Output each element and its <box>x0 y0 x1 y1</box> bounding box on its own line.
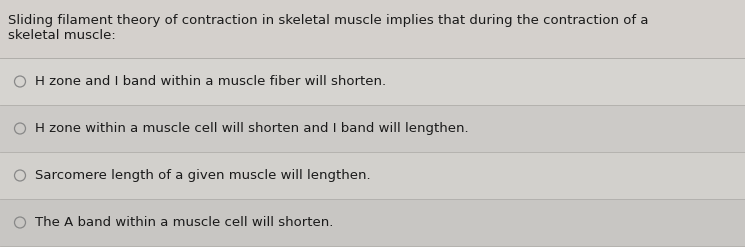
Text: Sarcomere length of a given muscle will lengthen.: Sarcomere length of a given muscle will … <box>35 169 370 182</box>
Bar <box>0 58 745 105</box>
Text: H zone within a muscle cell will shorten and I band will lengthen.: H zone within a muscle cell will shorten… <box>35 122 469 135</box>
Bar <box>0 0 745 58</box>
Bar <box>0 152 745 199</box>
Text: Sliding filament theory of contraction in skeletal muscle implies that during th: Sliding filament theory of contraction i… <box>8 14 648 27</box>
Text: The A band within a muscle cell will shorten.: The A band within a muscle cell will sho… <box>35 216 333 229</box>
Text: H zone and I band within a muscle fiber will shorten.: H zone and I band within a muscle fiber … <box>35 75 386 88</box>
Text: skeletal muscle:: skeletal muscle: <box>8 29 115 42</box>
Bar <box>0 105 745 152</box>
Bar <box>0 199 745 246</box>
